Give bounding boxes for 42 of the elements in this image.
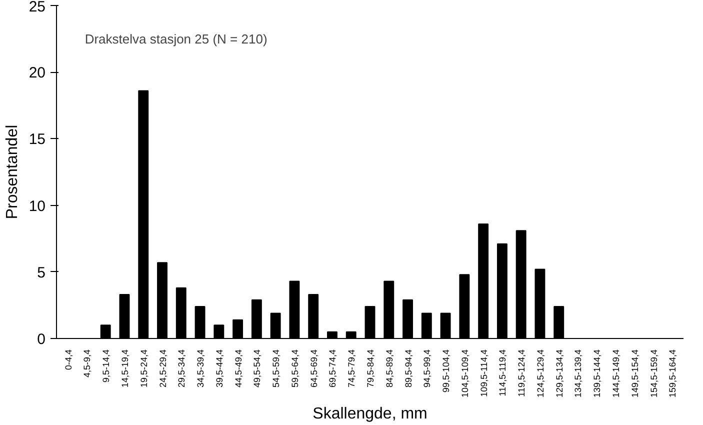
x-tick-label: 139,5-144,4 [592,349,602,398]
x-tick-label: 149,5-154,4 [630,349,640,398]
x-tick-label: 84,5-89,4 [384,350,394,388]
x-tick-label: 119,5-124,4 [516,350,527,397]
x-tick-label: 64,5-69,4 [308,350,319,388]
x-tick-label: 124,5-129,4 [535,349,546,398]
x-tick-label: 144,5-149,4 [611,349,622,398]
x-tick-label: 109,5-114,4 [478,350,489,397]
x-tick-label: 29,5-34,4 [176,350,187,388]
x-tick-label: 89,5-94,4 [403,350,414,388]
x-tick-label: 94,5-99,4 [422,350,432,388]
x-tick-label: 79,5-84,4 [366,350,376,388]
x-tick-label: 69,5-74,4 [328,350,338,388]
annotation: Drakstelva stasjon 25 (N = 210) [84,31,268,46]
y-tick-label: 5 [37,264,46,282]
x-tick-label: 54,5-59,4 [271,350,282,388]
x-tick-label: 9,5-14,4 [101,349,112,383]
x-tick-label: 104,5-109,4 [460,349,470,398]
x-tick-label: 44,5-49,4 [233,350,244,388]
y-tick-label: 25 [28,0,46,16]
x-tick-label: 4,5-9,4 [82,349,92,378]
x-tick-label: 114,5-119,4 [498,349,508,396]
x-tick-label: 74,5-79,4 [346,350,357,388]
y-tick-label: 20 [28,64,46,82]
x-tick-label: 154,5-159,4 [648,349,659,398]
x-tick-label: 159,5-164,4 [668,349,678,398]
y-axis-title: Prosentandel [4,124,21,220]
x-tick-label: 39,5-44,4 [214,350,224,388]
x-tick-label: 34,5-39,4 [196,350,206,388]
x-tick-label: 129,5-134,4 [554,349,564,398]
x-tick-label: 49,5-54,4 [252,350,262,388]
x-tick-label: 19,5-24,4 [138,350,149,388]
x-tick-label: 0-4,4 [63,350,74,370]
x-tick-label: 14,5-19,4 [120,350,130,388]
x-tick-label: 24,5-29,4 [158,350,168,388]
x-tick-label: 99,5-104,4 [441,349,452,393]
x-tick-label: 59,5-64,4 [290,350,300,388]
x-tick-label: 134,5-139,4 [573,349,584,398]
x-axis-title: Skallengde, mm [312,406,428,423]
y-tick-label: 0 [37,331,46,348]
y-tick-label: 10 [28,198,46,215]
y-tick-label: 15 [28,131,46,148]
